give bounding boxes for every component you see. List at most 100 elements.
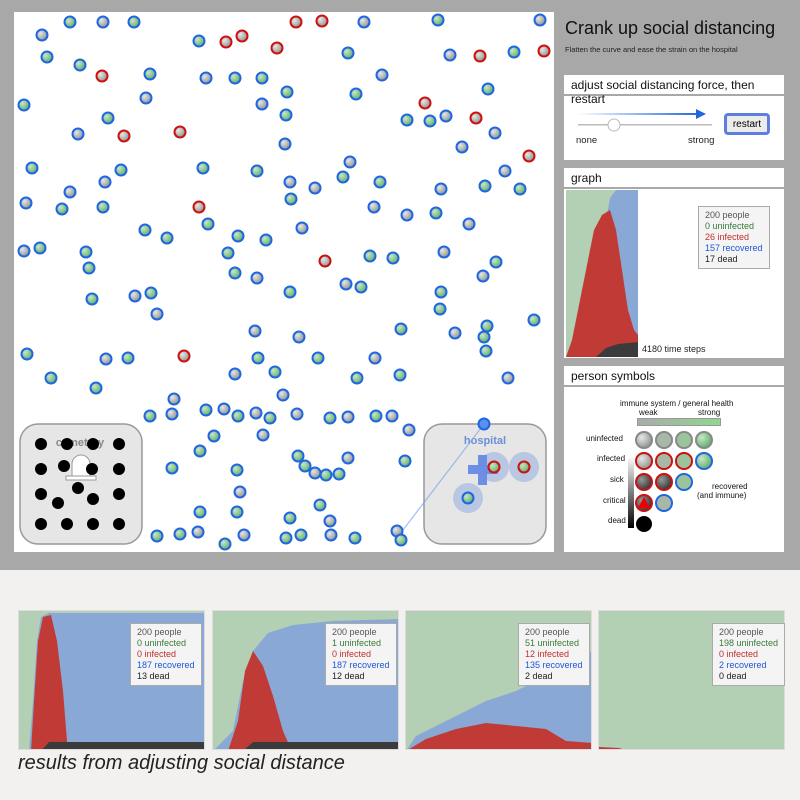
person-healthy	[25, 161, 39, 175]
person-dead	[61, 438, 73, 450]
person-healthy	[230, 505, 244, 519]
person-healthy	[207, 429, 221, 443]
result-legend-2: 200 people 1 uninfected 0 infected 187 reco…	[325, 623, 397, 686]
person-healthy	[17, 98, 31, 112]
legend-recovered: 187 recovered	[332, 660, 390, 670]
symbol-dead	[636, 516, 652, 532]
person-infected	[537, 44, 551, 58]
person-healthy	[357, 15, 371, 29]
area-infected	[409, 723, 591, 749]
person-healthy	[394, 533, 408, 547]
person-healthy	[350, 371, 364, 385]
legend-uninfected: 0 uninfected	[137, 638, 187, 648]
person-healthy	[433, 302, 447, 316]
person-healthy	[228, 367, 242, 381]
result-legend-1: 200 people 0 uninfected 0 infected 187 reco…	[130, 623, 202, 686]
person-healthy	[150, 529, 164, 543]
person-healthy	[217, 402, 231, 416]
person-healthy	[283, 285, 297, 299]
person-healthy	[313, 498, 327, 512]
person-healthy	[400, 208, 414, 222]
person-healthy	[323, 514, 337, 528]
person-healthy	[431, 13, 445, 27]
area-infected	[566, 210, 638, 357]
person-healthy	[193, 444, 207, 458]
person-healthy	[121, 351, 135, 365]
person-healthy	[249, 406, 263, 420]
person-healthy	[278, 137, 292, 151]
legend-infected: 0 infected	[137, 649, 177, 659]
person-healthy	[250, 271, 264, 285]
person-healthy	[143, 409, 157, 423]
distancing-slider[interactable]	[572, 105, 712, 135]
person-healthy	[375, 68, 389, 82]
person-healthy	[423, 114, 437, 128]
person-healthy	[71, 127, 85, 141]
legend-dead: 2 dead	[525, 671, 553, 681]
symbols-panel: person symbols immune system / general h…	[564, 366, 784, 552]
person-healthy	[393, 368, 407, 382]
person-healthy	[292, 330, 306, 344]
person-healthy	[323, 411, 337, 425]
person-healthy	[283, 175, 297, 189]
person-healthy	[343, 155, 357, 169]
hospital-label: hospital	[464, 435, 506, 447]
person-healthy	[250, 164, 264, 178]
graph-legend: 200 people 0 uninfected 26 infected 157 …	[698, 206, 770, 269]
area-dead	[596, 342, 638, 357]
person-healthy	[439, 109, 453, 123]
symbol-sick	[655, 473, 673, 491]
person-healthy	[150, 307, 164, 321]
symbol-uninfected	[695, 431, 713, 449]
weak-label: weak	[639, 408, 658, 417]
person-healthy	[82, 261, 96, 275]
person-healthy	[231, 229, 245, 243]
recovered-sublabel: (and immune)	[697, 491, 747, 500]
person-healthy	[128, 289, 142, 303]
person-healthy	[259, 233, 273, 247]
legend-infected: 12 infected	[525, 649, 570, 659]
person-healthy	[373, 175, 387, 189]
person-healthy	[507, 45, 521, 59]
strong-label: strong	[698, 408, 721, 417]
person-healthy	[341, 451, 355, 465]
legend-dead: 17 dead	[705, 254, 738, 264]
legend-recovered: 157 recovered	[705, 243, 763, 253]
person-healthy	[192, 34, 206, 48]
person-healthy	[268, 365, 282, 379]
slider-thumb[interactable]	[607, 118, 621, 132]
person-healthy	[462, 217, 476, 231]
area-infected	[31, 615, 69, 749]
person-healthy	[386, 251, 400, 265]
person-healthy	[101, 111, 115, 125]
person-healthy	[480, 319, 494, 333]
slider-track[interactable]	[578, 124, 712, 126]
area-recovered	[407, 652, 591, 749]
person-healthy	[199, 403, 213, 417]
legend-people: 200 people	[719, 627, 764, 637]
person-dead	[52, 497, 64, 509]
person-healthy	[173, 527, 187, 541]
person-healthy	[455, 140, 469, 154]
person-healthy	[98, 175, 112, 189]
area-infected	[599, 747, 623, 749]
person-healthy	[283, 511, 297, 525]
person-dead	[35, 463, 47, 475]
person-healthy	[348, 531, 362, 545]
person-infected	[289, 15, 303, 29]
legend-people: 200 people	[705, 210, 750, 220]
restart-button[interactable]: restart	[724, 113, 770, 135]
person-healthy	[437, 245, 451, 259]
person-healthy	[284, 192, 298, 206]
person-healthy	[144, 286, 158, 300]
person-healthy	[55, 202, 69, 216]
immune-axis-label: immune system / general health	[620, 399, 734, 408]
force-arrow-icon	[578, 113, 700, 115]
person-healthy	[336, 170, 350, 184]
legend-dead: 13 dead	[137, 671, 170, 681]
graph-heading: graph	[564, 168, 784, 189]
person-healthy	[19, 196, 33, 210]
time-steps: 4180 time steps	[642, 344, 706, 354]
person-healthy	[349, 87, 363, 101]
person-healthy	[139, 91, 153, 105]
